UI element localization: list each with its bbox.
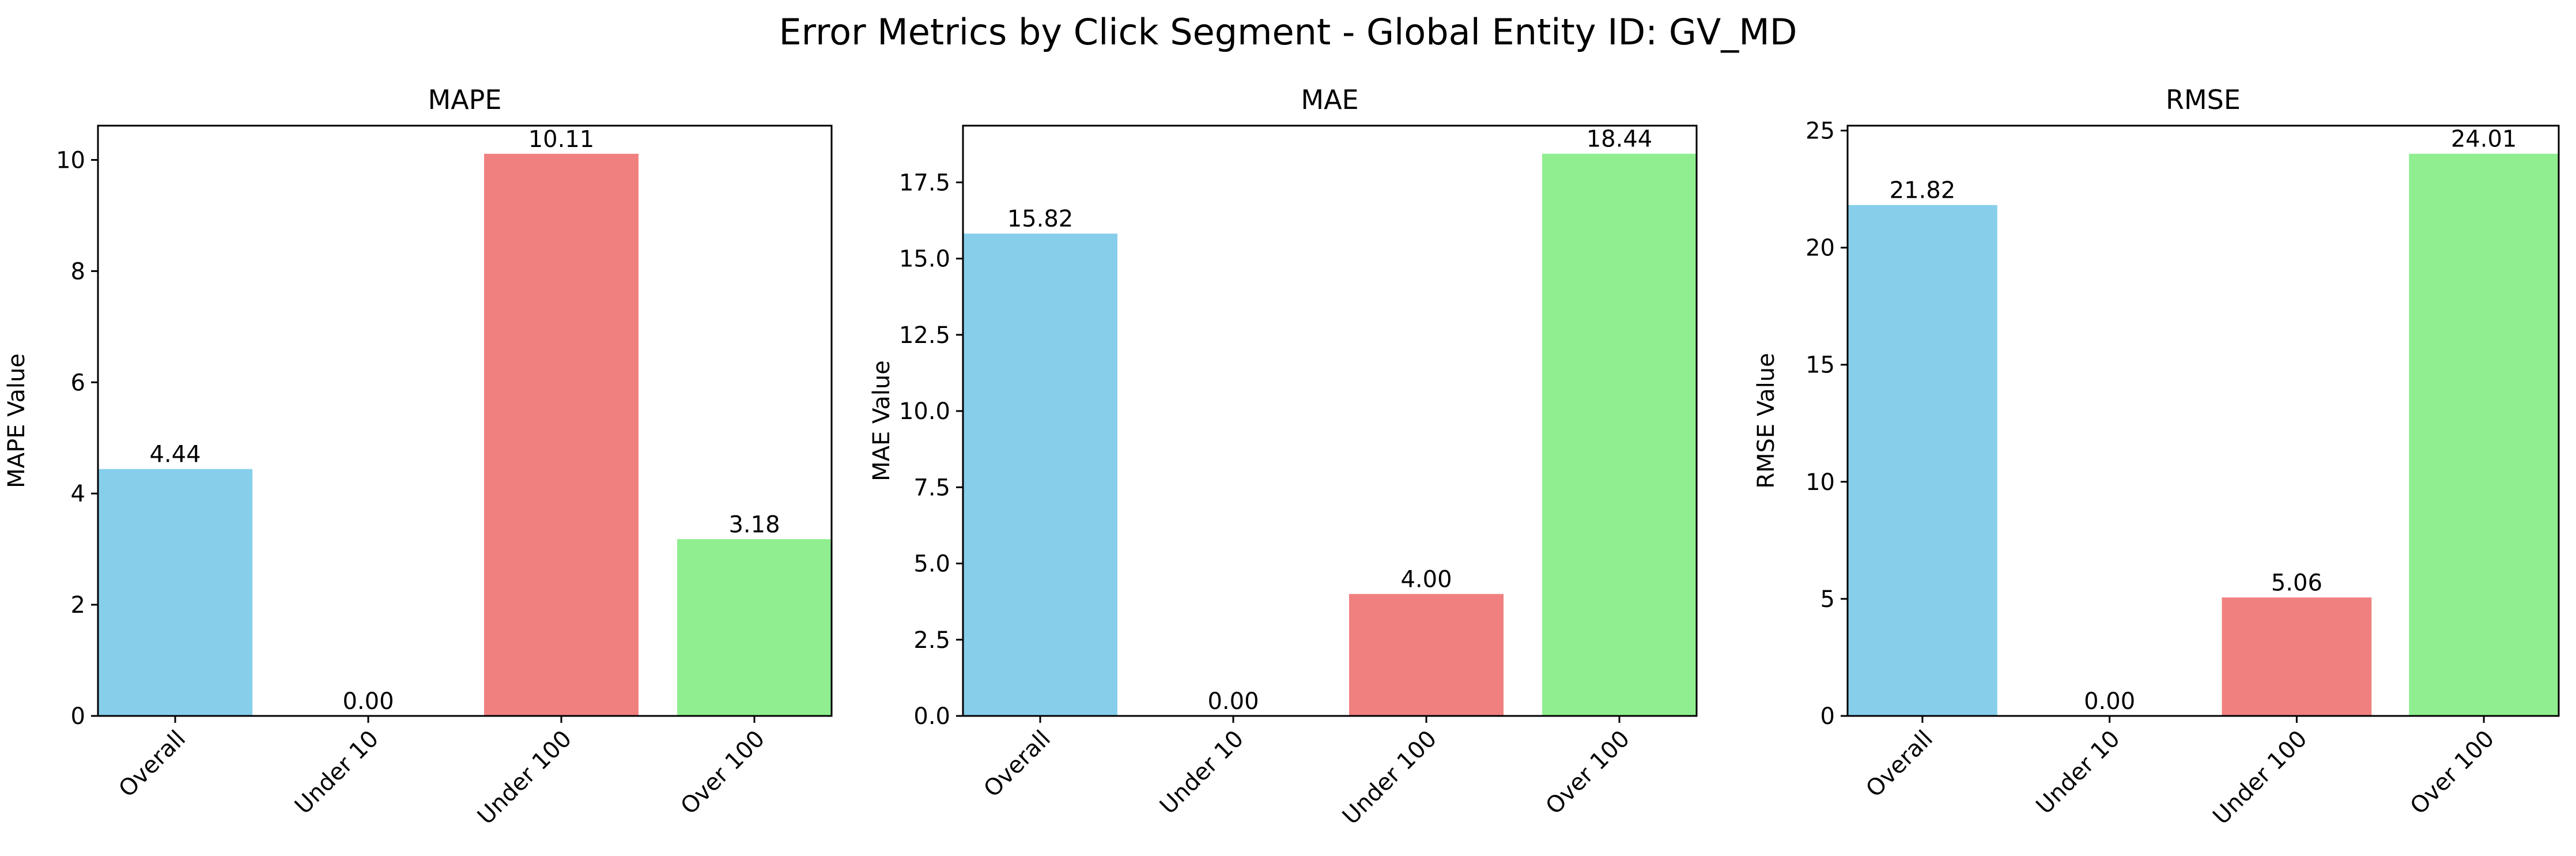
mape-axes-frame (97, 125, 833, 717)
mape-ytick-label: 4 (71, 481, 85, 507)
mape-ytick-label: 8 (71, 258, 85, 285)
mape-bar-under-100 (484, 153, 639, 716)
rmse-ytick-label: 15 (1806, 352, 1835, 379)
mae-bar-overall (963, 233, 1117, 717)
rmse-value-label-under-10: 0.00 (2084, 688, 2135, 715)
mae-ytick-label: 2.5 (913, 627, 950, 654)
rmse-bar-over-100 (2409, 153, 2559, 716)
mae-axes-frame (962, 125, 1698, 717)
mape-ytick-label: 10 (56, 147, 85, 174)
mae-value-label-under-10: 0.00 (1207, 688, 1259, 715)
mape-ytick-label: 0 (71, 703, 85, 730)
mape-ylabel: MAPE Value (3, 353, 30, 488)
mape-value-label-under-10: 0.00 (342, 688, 394, 715)
mae-ylabel: MAE Value (868, 360, 895, 481)
rmse-value-label-over-100: 24.01 (2451, 126, 2517, 153)
mape-ytick-label: 6 (71, 369, 85, 396)
mape-value-label-under-100: 10.11 (528, 126, 595, 153)
rmse-ytick-label: 0 (1820, 703, 1835, 730)
mae-bar-over-100 (1542, 153, 1697, 717)
rmse-ylabel: RMSE Value (1753, 353, 1780, 489)
mae-ytick-label: 10.0 (899, 398, 950, 425)
mape-bar-overall (98, 469, 252, 716)
mae-subplot-title: MAE (1301, 84, 1358, 115)
mape-value-label-overall: 4.44 (149, 442, 201, 468)
mape-subplot-title: MAPE (428, 84, 502, 115)
rmse-axes-frame (1846, 125, 2560, 717)
figure-title: Error Metrics by Click Segment - Global … (779, 11, 1797, 53)
rmse-ytick-label: 25 (1806, 118, 1835, 145)
mae-value-label-under-100: 4.00 (1400, 566, 1452, 593)
mae-ytick-label: 5.0 (913, 551, 950, 578)
mae-value-label-over-100: 18.44 (1587, 126, 1653, 153)
rmse-ytick-label: 20 (1806, 235, 1835, 262)
mape-bar-over-100 (677, 539, 832, 716)
mae-value-label-overall: 15.82 (1007, 206, 1074, 232)
mae-ytick-label: 17.5 (899, 169, 950, 196)
rmse-subplot-title: RMSE (2166, 84, 2241, 115)
rmse-value-label-under-100: 5.06 (2271, 570, 2322, 596)
rmse-ytick-label: 10 (1806, 469, 1835, 496)
rmse-bar-under-100 (2222, 597, 2372, 716)
mae-bar-under-100 (1349, 594, 1504, 716)
rmse-ytick-label: 5 (1820, 586, 1835, 613)
mae-ytick-label: 15.0 (899, 246, 950, 273)
rmse-value-label-overall: 21.82 (1890, 178, 1956, 204)
mape-ytick-label: 2 (71, 592, 85, 619)
mape-value-label-over-100: 3.18 (728, 511, 780, 538)
mae-ytick-label: 7.5 (913, 474, 950, 501)
mae-ytick-label: 12.5 (899, 322, 950, 349)
rmse-bar-overall (1848, 205, 1997, 716)
mae-ytick-label: 0.0 (913, 703, 950, 730)
